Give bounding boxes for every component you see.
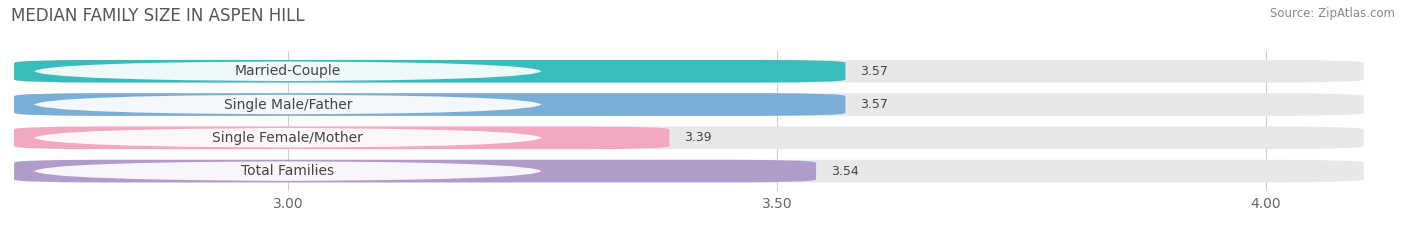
Text: Total Families: Total Families — [242, 164, 335, 178]
Text: 3.57: 3.57 — [860, 98, 889, 111]
FancyBboxPatch shape — [14, 160, 1364, 182]
FancyBboxPatch shape — [34, 161, 543, 181]
FancyBboxPatch shape — [34, 128, 543, 148]
FancyBboxPatch shape — [34, 95, 543, 114]
Text: 3.57: 3.57 — [860, 65, 889, 78]
FancyBboxPatch shape — [14, 60, 845, 82]
FancyBboxPatch shape — [14, 93, 1364, 116]
Text: Single Male/Father: Single Male/Father — [224, 98, 352, 112]
Text: Single Female/Mother: Single Female/Mother — [212, 131, 363, 145]
Text: Married-Couple: Married-Couple — [235, 64, 342, 78]
FancyBboxPatch shape — [14, 127, 669, 149]
FancyBboxPatch shape — [14, 60, 1364, 82]
FancyBboxPatch shape — [14, 160, 815, 182]
Text: 3.39: 3.39 — [685, 131, 711, 144]
FancyBboxPatch shape — [14, 93, 845, 116]
FancyBboxPatch shape — [34, 61, 543, 81]
Text: 3.54: 3.54 — [831, 164, 859, 178]
Text: Source: ZipAtlas.com: Source: ZipAtlas.com — [1270, 7, 1395, 20]
Text: MEDIAN FAMILY SIZE IN ASPEN HILL: MEDIAN FAMILY SIZE IN ASPEN HILL — [11, 7, 305, 25]
FancyBboxPatch shape — [14, 127, 1364, 149]
